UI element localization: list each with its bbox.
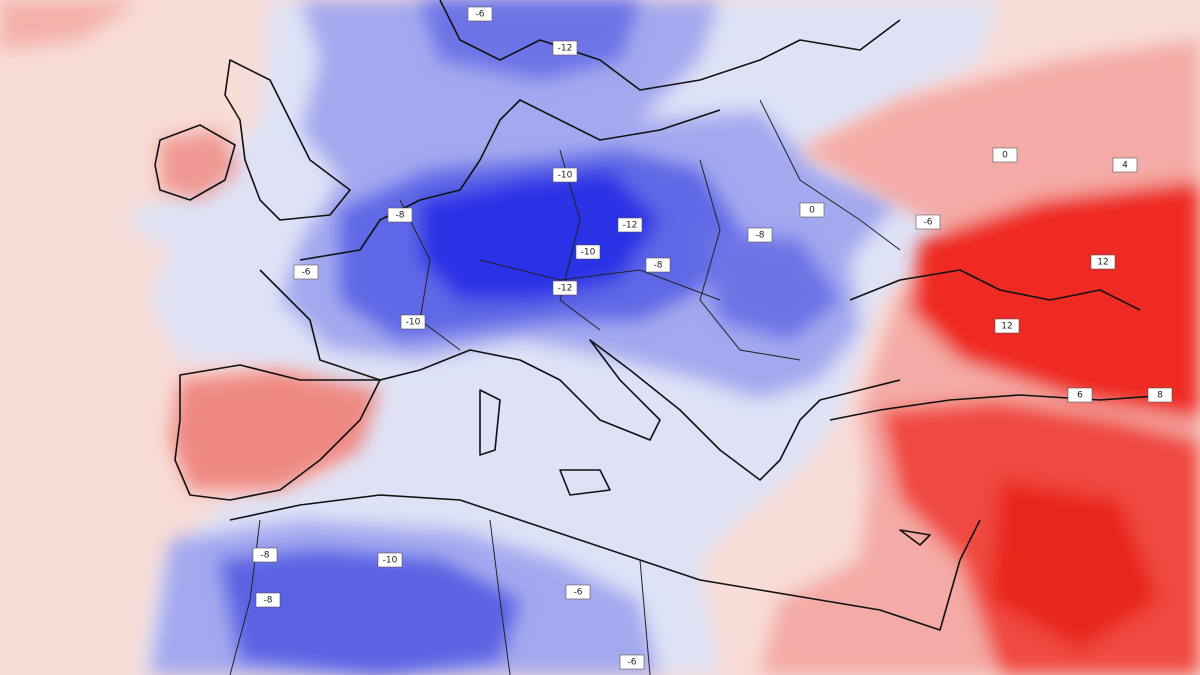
label-box bbox=[293, 264, 319, 280]
label-box bbox=[992, 147, 1018, 163]
value-label: -10 bbox=[558, 171, 573, 181]
value-label: -6 bbox=[476, 10, 485, 20]
label-box bbox=[377, 552, 403, 568]
label-box bbox=[915, 214, 941, 230]
label-box bbox=[645, 257, 671, 273]
value-label: -6 bbox=[302, 268, 311, 278]
label-box bbox=[1090, 254, 1116, 270]
label-box bbox=[552, 167, 578, 183]
label-box bbox=[1067, 387, 1093, 403]
value-label: 6 bbox=[1077, 391, 1083, 401]
value-label: -6 bbox=[628, 658, 637, 668]
value-label: 0 bbox=[1002, 151, 1008, 161]
label-box bbox=[575, 244, 601, 260]
value-label: -8 bbox=[756, 231, 765, 241]
deep-cold bbox=[220, 0, 840, 675]
value-label: -8 bbox=[396, 211, 405, 221]
label-box bbox=[799, 202, 825, 218]
label-box bbox=[400, 314, 426, 330]
value-label: 12 bbox=[1001, 322, 1012, 332]
value-label: -8 bbox=[261, 551, 270, 561]
label-box bbox=[617, 217, 643, 233]
label-box bbox=[619, 654, 645, 670]
value-labels: -6 -12 -8 -10 -12 -10 -12 -8 -10 -6 -8 -… bbox=[252, 6, 1173, 670]
label-box bbox=[255, 592, 281, 608]
value-label: -8 bbox=[264, 596, 273, 606]
value-label: -6 bbox=[924, 218, 933, 228]
value-label: -6 bbox=[574, 588, 583, 598]
value-label: 4 bbox=[1122, 161, 1128, 171]
label-box bbox=[552, 40, 578, 56]
label-box bbox=[565, 584, 591, 600]
label-box bbox=[552, 280, 578, 296]
value-label: -12 bbox=[558, 284, 573, 294]
label-box bbox=[252, 547, 278, 563]
coastlines bbox=[154, 0, 1171, 631]
label-box bbox=[1112, 157, 1138, 173]
value-label: 12 bbox=[1097, 258, 1108, 268]
label-box bbox=[747, 227, 773, 243]
borders bbox=[229, 99, 901, 675]
label-box bbox=[994, 318, 1020, 334]
value-label: -8 bbox=[654, 261, 663, 271]
value-label: 0 bbox=[809, 206, 815, 216]
value-label: -12 bbox=[623, 221, 638, 231]
label-box bbox=[467, 6, 493, 22]
value-label: -10 bbox=[581, 248, 596, 258]
value-label: -10 bbox=[406, 318, 421, 328]
value-label: 8 bbox=[1157, 391, 1163, 401]
value-label: -12 bbox=[558, 44, 573, 54]
label-box bbox=[387, 207, 413, 223]
value-label: -10 bbox=[383, 556, 398, 566]
label-box bbox=[1147, 387, 1173, 403]
